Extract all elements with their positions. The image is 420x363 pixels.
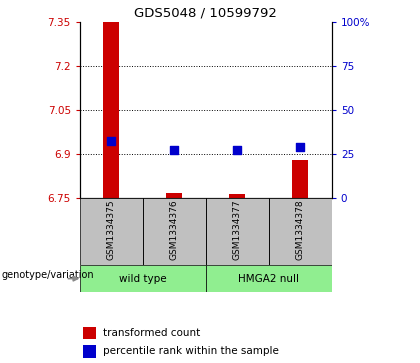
Text: GSM1334375: GSM1334375	[107, 200, 116, 261]
Bar	[103, 22, 119, 198]
Bar	[269, 198, 332, 265]
Point	[297, 144, 304, 150]
Bar	[229, 194, 245, 198]
Text: percentile rank within the sample: percentile rank within the sample	[102, 346, 278, 356]
Bar	[206, 265, 332, 292]
Title: GDS5048 / 10599792: GDS5048 / 10599792	[134, 6, 277, 19]
Bar	[292, 160, 308, 198]
Text: HMGA2 null: HMGA2 null	[238, 274, 299, 284]
Bar	[143, 198, 206, 265]
Text: GSM1334376: GSM1334376	[170, 200, 179, 261]
Text: GSM1334377: GSM1334377	[233, 200, 242, 261]
Point	[234, 147, 241, 153]
Bar	[166, 193, 182, 198]
Bar	[80, 265, 206, 292]
Bar	[206, 198, 269, 265]
Point	[108, 139, 115, 144]
Text: GSM1334378: GSM1334378	[296, 200, 305, 261]
Text: transformed count: transformed count	[102, 328, 200, 338]
Point	[171, 147, 178, 153]
Text: genotype/variation: genotype/variation	[2, 270, 95, 280]
Bar	[83, 327, 95, 339]
Bar	[80, 198, 143, 265]
Text: wild type: wild type	[119, 274, 167, 284]
Bar	[83, 345, 95, 358]
